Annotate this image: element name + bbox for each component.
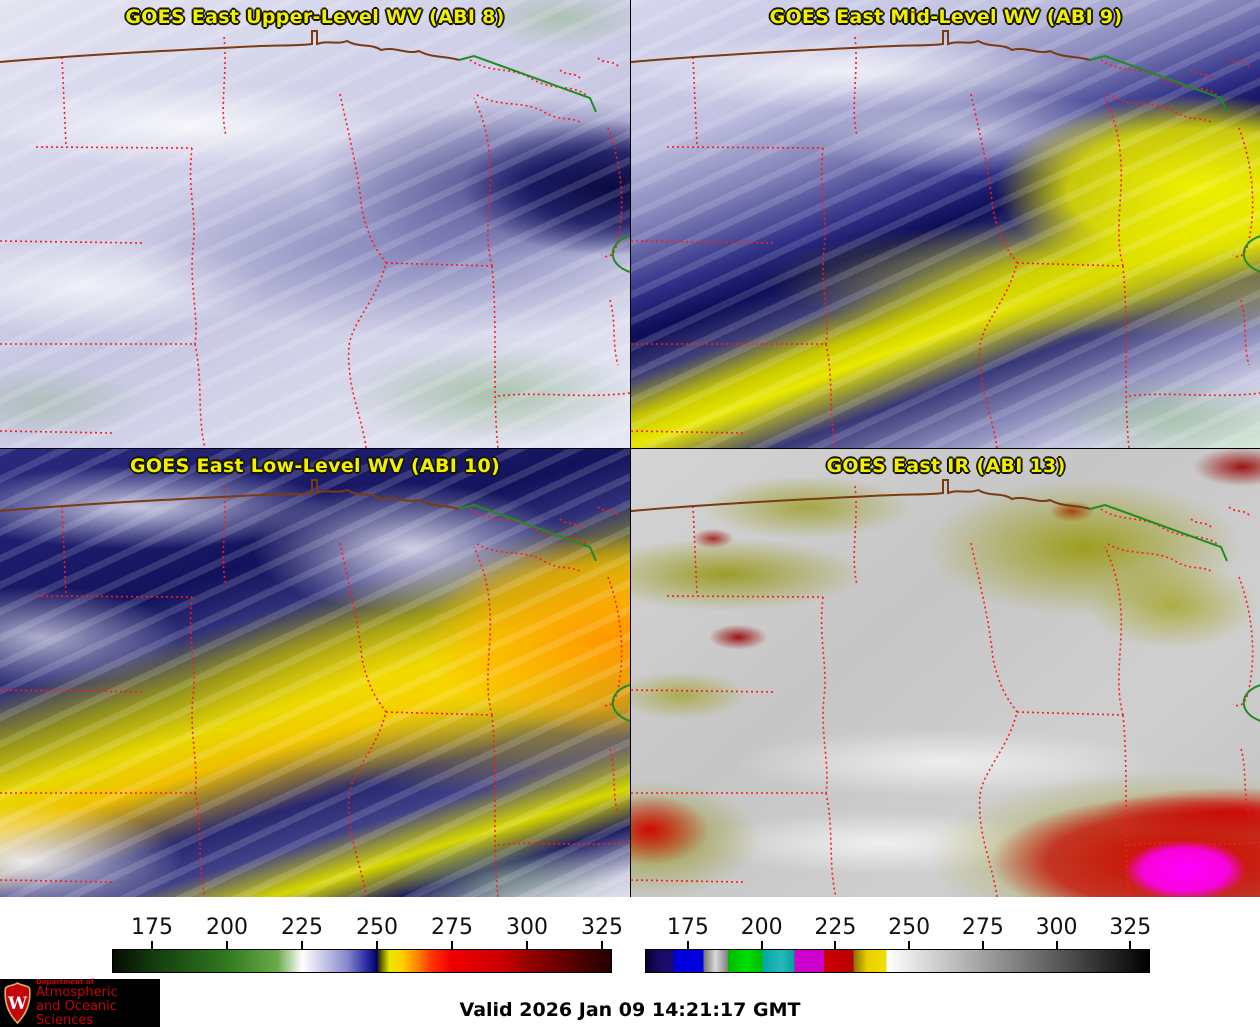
- tick-label: 300: [506, 915, 548, 940]
- panel-low-level-wv: GOES East Low-Level WV (ABI 10): [0, 448, 630, 897]
- logo-department-line: Department of: [36, 977, 94, 986]
- colorbar-wv-gradient: [112, 949, 612, 973]
- tick-label: 325: [1109, 915, 1152, 940]
- uw-madison-crest-icon: W: [4, 982, 31, 1024]
- tick-label: 275: [431, 915, 473, 940]
- panel-title-ir: GOES East IR (ABI 13): [826, 455, 1066, 477]
- tick-label: 275: [961, 915, 1004, 940]
- panel-ir: GOES East IR (ABI 13): [630, 448, 1260, 897]
- valid-time-text: Valid 2026 Jan 09 14:21:17 GMT: [459, 999, 801, 1021]
- state-boundaries-map-overlay: [631, 449, 1260, 897]
- logo-text: Department of Atmospheric and Oceanic Sc…: [36, 977, 160, 1027]
- state-boundaries-map-overlay: [0, 449, 630, 897]
- colorbar-wv-ticks: [112, 941, 612, 949]
- colorbar-wv-tick-labels: 175 200 225 250 275 300 325: [112, 915, 623, 941]
- panel-title-low-wv: GOES East Low-Level WV (ABI 10): [129, 455, 501, 477]
- tick-label: 250: [888, 915, 931, 940]
- tick-label: 200: [740, 915, 783, 940]
- tick-label: 250: [356, 915, 398, 940]
- colorbar-water-vapor: 175 200 225 250 275 300 325: [112, 896, 623, 978]
- tick-label: 300: [1035, 915, 1078, 940]
- tick-label: 325: [581, 915, 623, 940]
- panel-upper-level-wv: GOES East Upper-Level WV (ABI 8): [0, 0, 630, 448]
- state-boundaries-map-overlay: [631, 0, 1260, 448]
- logo-line-atmospheric: Atmospheric: [36, 985, 118, 1001]
- state-boundaries-map-overlay: [0, 0, 630, 448]
- colorbar-ir-gradient: [645, 949, 1150, 973]
- panel-title-upper-wv: GOES East Upper-Level WV (ABI 8): [125, 6, 505, 28]
- colorbar-ir-ticks: [645, 941, 1150, 949]
- colorbar-ir-tick-labels: 175 200 225 250 275 300 325: [645, 915, 1152, 941]
- tick-label: 175: [131, 915, 173, 940]
- tick-label: 225: [281, 915, 323, 940]
- tick-label: 225: [814, 915, 857, 940]
- colorbar-ir: 175 200 225 250 275 300 325: [645, 896, 1152, 978]
- tick-label: 175: [666, 915, 709, 940]
- panel-title-mid-wv: GOES East Mid-Level WV (ABI 9): [769, 6, 1123, 28]
- uw-aos-logo: W Department of Atmospheric and Oceanic …: [0, 977, 160, 1027]
- tick-label: 200: [206, 915, 248, 940]
- panel-mid-level-wv: GOES East Mid-Level WV (ABI 9): [630, 0, 1260, 448]
- svg-text:W: W: [7, 994, 28, 1014]
- logo-line-oceanic: and Oceanic Sciences: [36, 998, 117, 1027]
